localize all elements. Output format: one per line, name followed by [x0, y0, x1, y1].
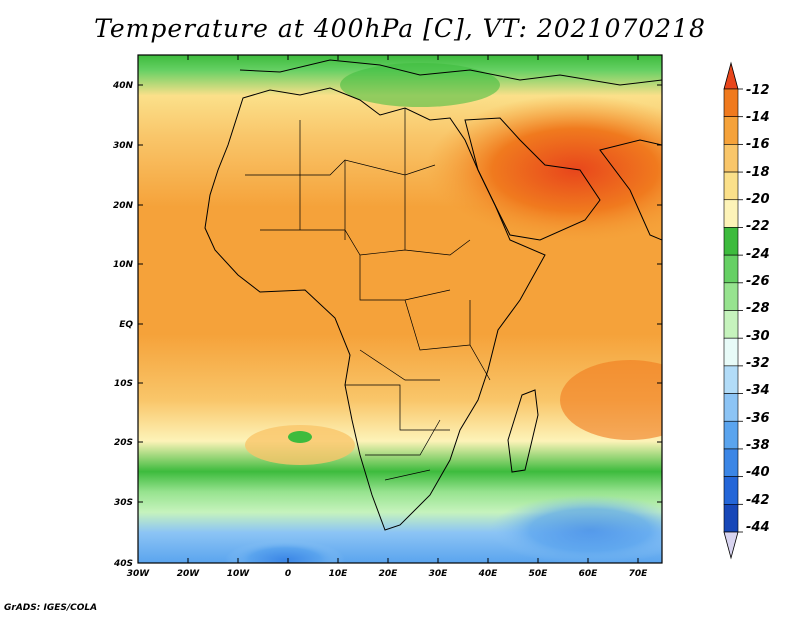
- colorbar-label: -24: [746, 247, 770, 262]
- colorbar-label: -20: [746, 192, 770, 207]
- colorbar-swatch: [723, 365, 739, 394]
- map-title: Temperature at 400hPa [C], VT: 202107021…: [94, 14, 706, 43]
- map-figure: 40N 30N 20N 10N EQ 10S 20S 30S 40S 30W 2…: [112, 54, 770, 579]
- lat-label-10s: 10S: [114, 379, 133, 389]
- lon-label-10e: 10E: [329, 569, 349, 579]
- colorbar-swatch: [723, 282, 739, 311]
- colorbar-swatch: [723, 199, 739, 228]
- lat-label-eq: EQ: [119, 320, 133, 330]
- colorbar-swatch: [723, 144, 739, 173]
- colorbar: [723, 61, 743, 560]
- colorbar-swatch: [723, 476, 739, 505]
- lon-label-30w: 30W: [127, 569, 151, 579]
- colorbar-top-triangle: [723, 61, 739, 90]
- temperature-field: [138, 55, 662, 563]
- colorbar-labels: -12 -14 -16 -18 -20 -22 -24 -26 -28 -30 …: [746, 83, 770, 535]
- longitude-ticks: [187, 55, 639, 563]
- colorbar-label: -34: [746, 383, 770, 398]
- colorbar-swatch: [723, 171, 739, 201]
- colorbar-swatch: [723, 448, 739, 477]
- colorbar-label: -32: [746, 356, 770, 371]
- latitude-labels: 40N 30N 20N 10N EQ 10S 20S 30S 40S: [112, 81, 134, 569]
- lat-label-40n: 40N: [112, 81, 134, 91]
- arabia-coastline: [464, 117, 601, 241]
- colorbar-swatch: [723, 227, 739, 256]
- lon-label-30e: 30E: [429, 569, 449, 579]
- lon-label-40e: 40E: [478, 569, 499, 579]
- colorbar-label: -14: [746, 110, 770, 125]
- europe-coastline: [239, 59, 662, 86]
- lon-label-20w: 20W: [177, 569, 201, 579]
- coastlines-and-borders: [204, 59, 662, 531]
- lat-label-20n: 20N: [113, 201, 134, 211]
- lon-label-70e: 70E: [629, 569, 649, 579]
- lon-label-60e: 60E: [579, 569, 599, 579]
- plot-frame: [137, 54, 663, 564]
- lat-label-30n: 30N: [113, 141, 134, 151]
- colorbar-swatch: [723, 254, 739, 284]
- colorbar-swatch: [723, 393, 739, 422]
- lon-label-10w: 10W: [227, 569, 251, 579]
- colorbar-label: -28: [746, 301, 770, 316]
- colorbar-label: -38: [746, 438, 770, 453]
- colorbar-label: -18: [746, 165, 770, 180]
- lat-label-20s: 20S: [114, 438, 133, 448]
- colorbar-label: -16: [746, 137, 770, 152]
- colorbar-bottom-triangle: [723, 531, 739, 560]
- latitude-ticks: [138, 84, 662, 503]
- colorbar-label: -44: [746, 520, 770, 535]
- colorbar-label: -42: [746, 493, 770, 508]
- lon-label-50e: 50E: [529, 569, 549, 579]
- colorbar-swatch: [723, 420, 739, 450]
- colorbar-swatch: [723, 116, 739, 145]
- colorbar-swatch: [723, 504, 739, 533]
- colorbar-swatch: [723, 337, 739, 367]
- grads-credit: GrADS: IGES/COLA: [4, 603, 98, 613]
- colorbar-label: -40: [746, 465, 770, 480]
- colorbar-swatch: [723, 310, 739, 339]
- colorbar-label: -26: [746, 274, 770, 289]
- country-borders: [245, 108, 491, 481]
- lat-label-30s: 30S: [114, 498, 133, 508]
- longitude-labels: 30W 20W 10W 0 10E 20E 30E 40E 50E 60E 70…: [127, 569, 648, 579]
- lon-label-0: 0: [285, 569, 291, 579]
- lat-label-40s: 40S: [113, 559, 133, 569]
- lon-label-20e: 20E: [379, 569, 399, 579]
- africa-coastline: [204, 87, 546, 531]
- colorbar-label: -22: [746, 219, 770, 234]
- colorbar-swatch: [723, 88, 739, 117]
- madagascar-coastline: [507, 389, 539, 473]
- colorbar-label: -36: [746, 411, 770, 426]
- colorbar-label: -30: [746, 329, 770, 344]
- india-coastline: [599, 139, 662, 241]
- lat-label-10n: 10N: [113, 260, 134, 270]
- colorbar-label: -12: [746, 83, 770, 98]
